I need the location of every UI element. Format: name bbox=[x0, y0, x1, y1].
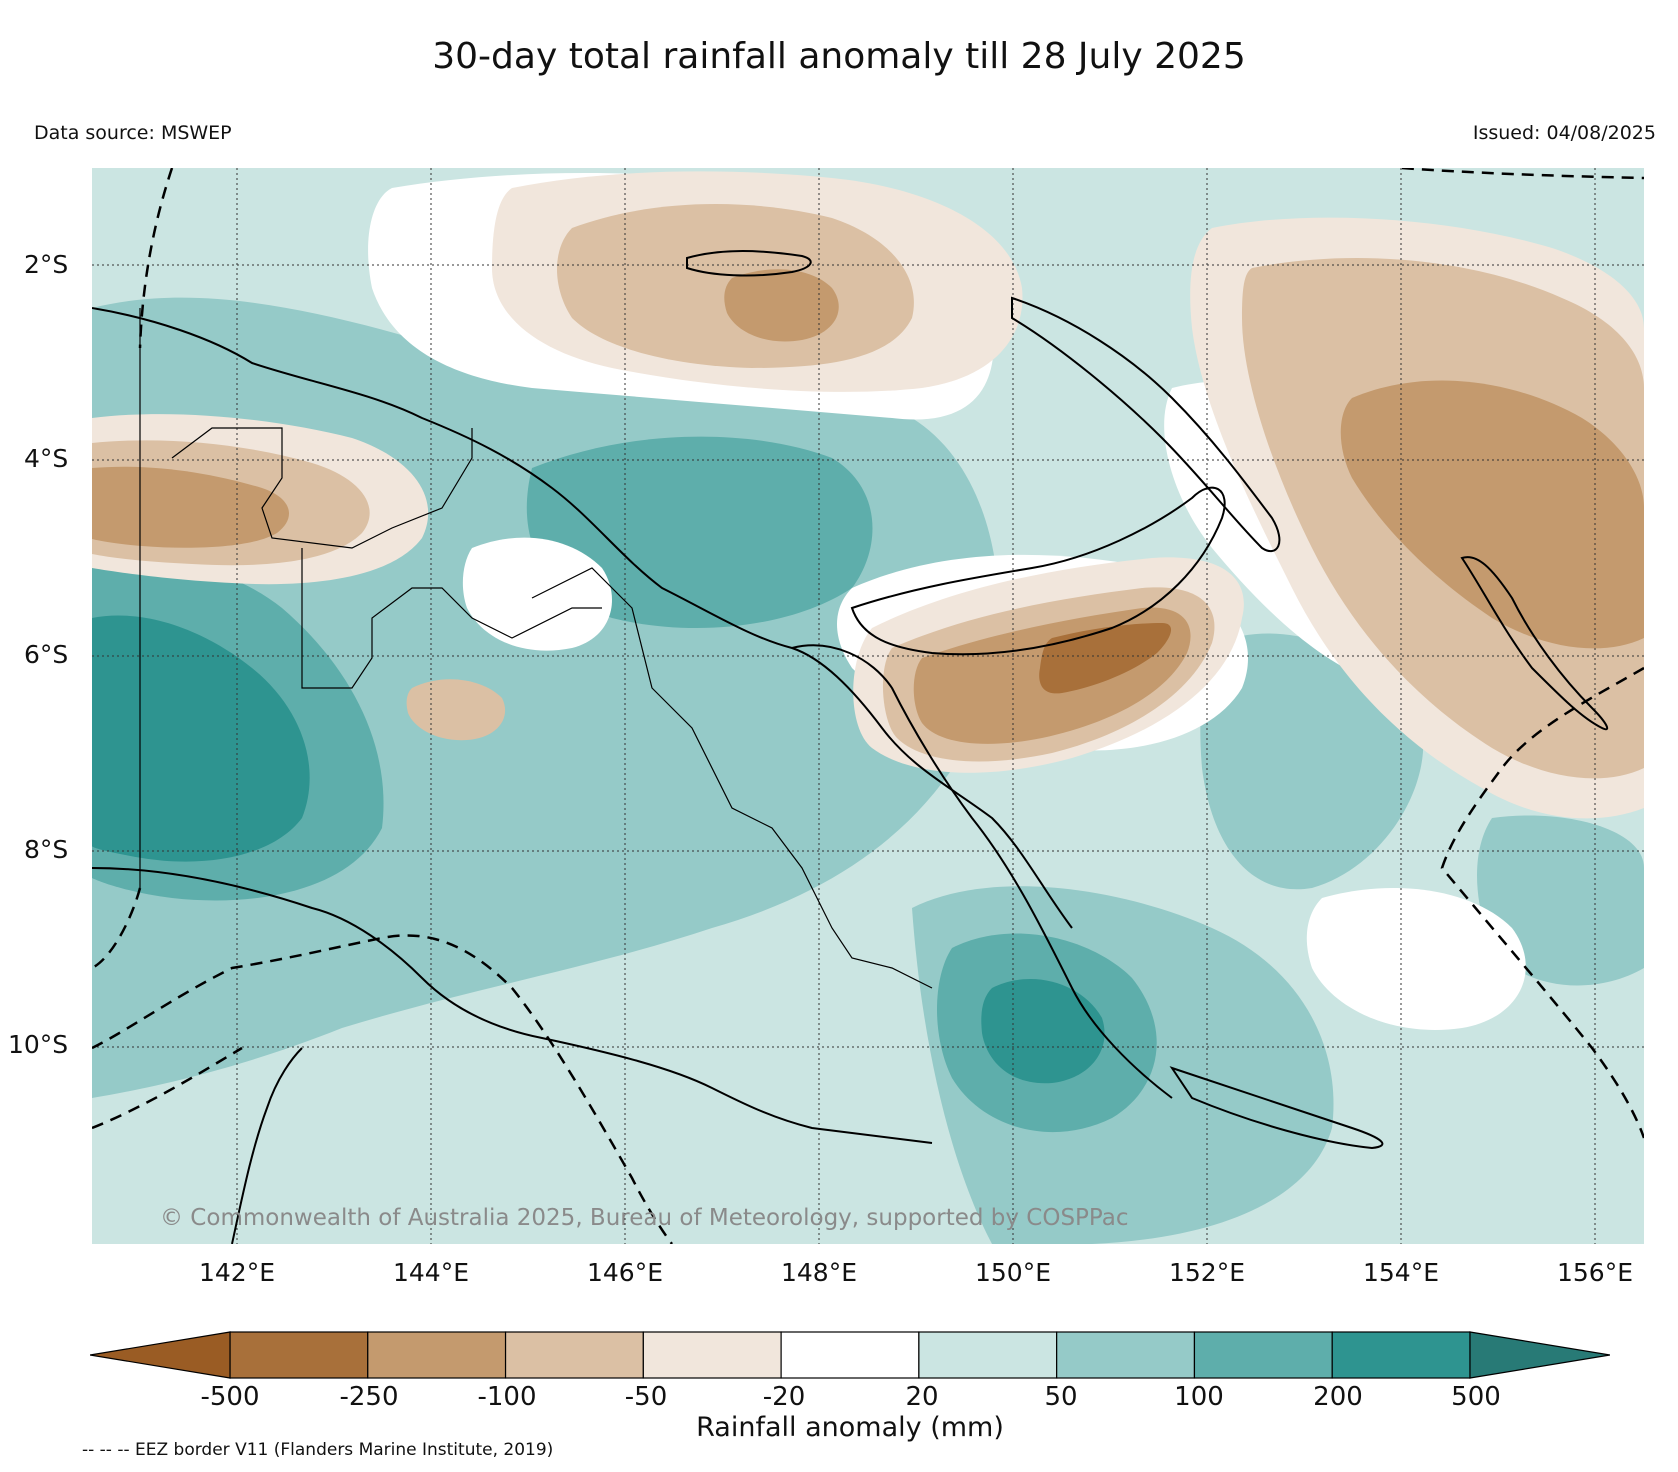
lon-tick-156e: 156°E bbox=[1556, 1258, 1634, 1287]
lat-tick-10s: 10°S bbox=[8, 1030, 69, 1059]
border-provinces bbox=[171, 427, 933, 989]
lon-tick-152e: 152°E bbox=[1168, 1258, 1246, 1287]
eez-west-lower bbox=[92, 887, 142, 970]
colorbar-swatch bbox=[367, 1331, 507, 1379]
neutral-region-highlands bbox=[462, 537, 612, 651]
colorbar bbox=[90, 1331, 1610, 1379]
coastline-louisiade bbox=[1169, 1066, 1384, 1150]
eez-west bbox=[138, 168, 174, 349]
coastline-new-ireland bbox=[1011, 296, 1281, 553]
eez-legend-note: -- -- -- EEZ border V11 (Flanders Marine… bbox=[82, 1440, 554, 1460]
colorbar-swatch bbox=[504, 1331, 644, 1379]
issued-date-label: Issued: 04/08/2025 bbox=[1472, 122, 1656, 144]
neutral-region-southeast bbox=[1306, 888, 1526, 1030]
colorbar-tick-minus-500: -500 bbox=[200, 1382, 260, 1412]
colorbar-tick-50: 50 bbox=[1044, 1382, 1078, 1412]
colorbar-tick-minus-50: -50 bbox=[624, 1382, 668, 1412]
lon-tick-146e: 146°E bbox=[586, 1258, 664, 1287]
colorbar-swatches bbox=[229, 1331, 1471, 1379]
colorbar-tick-20: 20 bbox=[905, 1382, 939, 1412]
colorbar-swatch bbox=[1056, 1331, 1196, 1379]
eez-southwest-2 bbox=[92, 1046, 243, 1130]
coastline-new-britain bbox=[850, 486, 1226, 656]
colorbar-tick-minus-250: -250 bbox=[339, 1382, 399, 1412]
coastlines bbox=[92, 250, 1609, 1244]
wet-500-region-solomon-sea bbox=[981, 979, 1105, 1084]
lon-tick-150e: 150°E bbox=[974, 1258, 1052, 1287]
lon-tick-142e: 142°E bbox=[198, 1258, 276, 1287]
lon-tick-154e: 154°E bbox=[1362, 1258, 1440, 1287]
colorbar-tick-100: 100 bbox=[1174, 1382, 1224, 1412]
colorbar-swatch bbox=[1193, 1331, 1333, 1379]
copyright-notice: © Commonwealth of Australia 2025, Bureau… bbox=[160, 1205, 1129, 1231]
dry-100-region-west bbox=[92, 466, 289, 548]
colorbar-swatch bbox=[780, 1331, 920, 1379]
colorbar-swatch bbox=[1331, 1331, 1471, 1379]
data-source-label: Data source: MSWEP bbox=[34, 122, 232, 144]
coastline-new-guinea-south bbox=[92, 867, 933, 1144]
lon-tick-144e: 144°E bbox=[392, 1258, 470, 1287]
lat-tick-2s: 2°S bbox=[24, 250, 69, 279]
dry-100-region-north bbox=[724, 269, 839, 342]
colorbar-tick-minus-20: -20 bbox=[762, 1382, 806, 1412]
coastline-new-guinea-north bbox=[92, 307, 1073, 929]
coastline-cape-york bbox=[231, 1047, 303, 1244]
wet-500-region-gulf bbox=[92, 615, 310, 862]
lat-tick-6s: 6°S bbox=[24, 640, 69, 669]
colorbar-tick-minus-100: -100 bbox=[477, 1382, 537, 1412]
eez-east bbox=[1440, 666, 1644, 1139]
colorbar-over-arrow bbox=[1469, 1331, 1610, 1379]
political-borders bbox=[139, 308, 933, 989]
colorbar-tick-200: 200 bbox=[1313, 1382, 1363, 1412]
rainfall-anomaly-map bbox=[92, 168, 1644, 1244]
colorbar-under-arrow bbox=[90, 1331, 231, 1379]
map-gridlines bbox=[92, 168, 1644, 1244]
wet-200-region-central bbox=[526, 436, 873, 628]
coastline-papuan-peninsula bbox=[791, 644, 1173, 1099]
eez-border bbox=[92, 168, 1644, 1244]
coastline-manus bbox=[686, 250, 812, 277]
colorbar-swatch bbox=[642, 1331, 782, 1379]
colorbar-swatch bbox=[229, 1331, 369, 1379]
coastline-bougainville bbox=[1460, 556, 1609, 731]
colorbar-tick-500: 500 bbox=[1451, 1382, 1501, 1412]
lon-tick-148e: 148°E bbox=[780, 1258, 858, 1287]
colorbar-label: Rainfall anomaly (mm) bbox=[696, 1412, 1004, 1443]
dry-100-region-east bbox=[1340, 380, 1644, 649]
map-title: 30-day total rainfall anomaly till 28 Ju… bbox=[432, 36, 1246, 77]
lat-tick-8s: 8°S bbox=[24, 835, 69, 864]
colorbar-swatch bbox=[918, 1331, 1058, 1379]
eez-north-east bbox=[1401, 168, 1644, 180]
lat-tick-4s: 4°S bbox=[24, 444, 69, 473]
